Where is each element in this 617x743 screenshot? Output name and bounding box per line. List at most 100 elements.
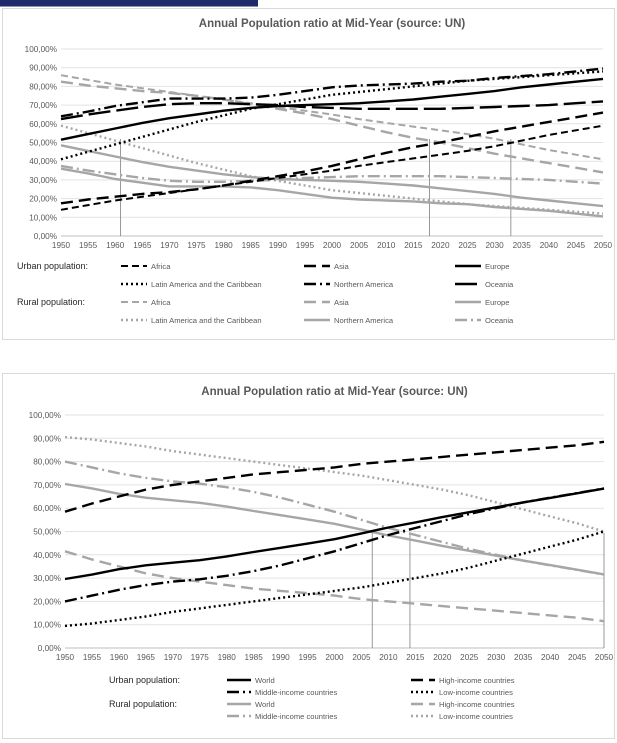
y-tick-label: 100,00%	[29, 411, 61, 420]
series-line-8	[64, 435, 605, 533]
y-tick-label: 70,00%	[33, 481, 61, 490]
x-tick-label: 1955	[79, 241, 98, 250]
x-tick-label: 1950	[56, 653, 75, 662]
x-tick-label: 1970	[164, 653, 183, 662]
legend-group-label: Rural population:	[17, 297, 85, 307]
gridlines	[65, 414, 604, 649]
legend-entry-label: Asia	[334, 298, 350, 307]
legend-group-label: Urban population:	[109, 675, 180, 685]
x-tick-label: 1970	[160, 241, 179, 250]
legend-entry-label: Latin America and the Caribbean	[151, 316, 262, 325]
series-line-1	[64, 487, 605, 581]
x-tick-label: 2015	[404, 241, 423, 250]
legend-entry-label: Europe	[485, 298, 510, 307]
legend-entry-label: Middle-income countries	[255, 712, 338, 721]
series-line-2	[64, 440, 605, 513]
y-tick-label: 10,00%	[29, 213, 57, 222]
y-tick-label: 10,00%	[33, 621, 61, 630]
chart-income: Annual Population ratio at Mid-Year (sou…	[29, 386, 614, 721]
y-tick-label: 90,00%	[33, 434, 61, 443]
x-tick-label: 2000	[325, 653, 344, 662]
vertical-markers	[371, 533, 605, 648]
series-line-3	[64, 487, 605, 603]
y-tick-label: 50,00%	[29, 139, 57, 148]
x-tick-label: 1995	[296, 241, 315, 250]
x-tick-label: 1965	[137, 653, 156, 662]
y-tick-label: 50,00%	[33, 528, 61, 537]
legend-group-label: Rural population:	[109, 699, 177, 709]
x-tick-label: 2020	[433, 653, 452, 662]
legend-entry-label: World	[255, 676, 275, 685]
x-tick-label: 1985	[242, 241, 261, 250]
x-tick-label: 1990	[269, 241, 288, 250]
y-tick-label: 60,00%	[33, 504, 61, 513]
chart-title: Annual Population ratio at Mid-Year (sou…	[201, 386, 468, 398]
series-line-10	[60, 124, 604, 215]
y-tick-label: 0,00%	[38, 644, 61, 653]
legend-entry-label: Africa	[151, 262, 171, 271]
series-line-6	[60, 100, 604, 121]
legend-entry-label: Northern America	[334, 280, 394, 289]
legend: Urban population: World High-income countr…	[109, 675, 515, 721]
y-tick-label: 40,00%	[33, 551, 61, 560]
y-tick-label: 0,00%	[34, 232, 57, 241]
x-tick-label: 1995	[298, 653, 317, 662]
x-tick-label: 1980	[218, 653, 237, 662]
series-lines	[64, 435, 605, 628]
series-line-11	[60, 167, 604, 218]
legend-group-label: Urban population:	[17, 261, 88, 271]
x-tick-label: 2040	[540, 241, 559, 250]
x-tick-label: 2030	[485, 241, 504, 250]
x-tick-label: 1975	[187, 241, 206, 250]
x-tick-label: 2005	[350, 241, 369, 250]
y-tick-label: 30,00%	[29, 176, 57, 185]
x-tick-label: 1990	[271, 653, 290, 662]
y-tick-label: 80,00%	[33, 458, 61, 467]
y-tick-label: 60,00%	[29, 120, 57, 129]
x-tick-label: 2015	[406, 653, 425, 662]
x-tick-label: 2035	[514, 653, 533, 662]
x-tick-label: 2040	[541, 653, 560, 662]
y-tick-label: 70,00%	[29, 101, 57, 110]
legend: Urban population: Africa Asia Europe Latin A…	[17, 261, 514, 325]
x-tick-label: 2025	[460, 653, 479, 662]
legend-entry-label: Oceania	[485, 316, 514, 325]
series-line-12	[60, 164, 604, 185]
x-tick-label: 1965	[133, 241, 152, 250]
legend-entry-label: High-income countries	[439, 700, 515, 709]
legend-entry-label: Low-income countries	[439, 688, 513, 697]
y-tick-label: 80,00%	[29, 82, 57, 91]
x-tick-label: 2025	[458, 241, 477, 250]
x-tick-label: 2000	[323, 241, 342, 250]
x-tick-label: 2050	[595, 653, 614, 662]
y-tick-label: 40,00%	[29, 157, 57, 166]
x-tick-label: 1950	[52, 241, 71, 250]
legend-entry-label: Northern America	[334, 316, 394, 325]
x-tick-label: 2050	[594, 241, 613, 250]
series-line-6	[64, 550, 605, 623]
legend-entry-label: World	[255, 700, 275, 709]
legend-entry-label: Oceania	[485, 280, 514, 289]
chart-panel-regions: Annual Population ratio at Mid-Year (sou…	[2, 8, 615, 340]
y-tick-label: 20,00%	[33, 597, 61, 606]
series-line-8	[60, 80, 604, 174]
series-line-5	[64, 482, 605, 576]
chart-panel-income: Annual Population ratio at Mid-Year (sou…	[2, 373, 615, 739]
x-tick-label: 1960	[110, 653, 129, 662]
series-line-5	[60, 67, 604, 118]
series-line-9	[60, 144, 604, 208]
x-tick-label: 2010	[379, 653, 398, 662]
series-line-7	[64, 460, 605, 576]
legend-entry-label: Europe	[485, 262, 510, 271]
legend-entry-label: High-income countries	[439, 676, 515, 685]
x-tick-label: 1975	[191, 653, 210, 662]
series-lines	[60, 67, 604, 218]
x-tick-label: 2005	[352, 653, 371, 662]
x-tick-label: 1955	[83, 653, 102, 662]
x-tick-label: 2020	[431, 241, 450, 250]
x-tick-label: 2045	[568, 653, 587, 662]
x-tick-label: 1980	[214, 241, 233, 250]
legend-entry-label: Asia	[334, 262, 350, 271]
legend-entry-label: Latin America and the Caribbean	[151, 280, 262, 289]
series-line-1	[60, 124, 604, 211]
